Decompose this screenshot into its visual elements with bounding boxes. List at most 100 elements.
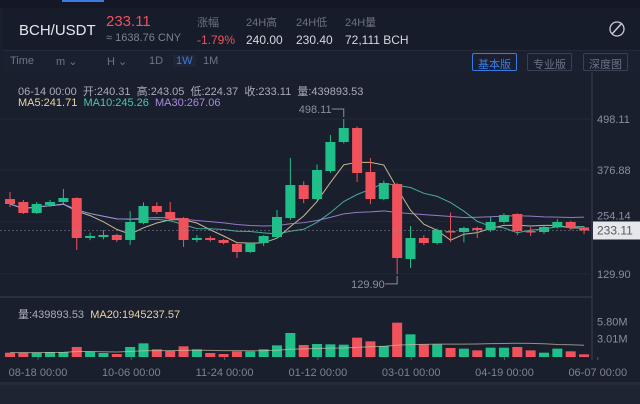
candle-down [298,185,309,200]
candle-down [352,128,363,174]
volume-bar [178,346,189,357]
candle-up [458,228,469,233]
ma10-value: MA10:245.26 [83,97,149,109]
volume-bar [218,354,229,357]
pair-name[interactable]: BCH/USDT [19,22,96,39]
candle-up [405,237,416,259]
volume-bar [445,347,456,357]
candle-down [18,202,29,213]
volume-bar [485,347,496,357]
candle-down [565,221,576,229]
volume-ma20-line [10,342,585,354]
candle-up [325,142,336,172]
volume-bar [418,344,429,357]
volume-bar [205,352,216,357]
candle-up [98,234,109,238]
volume-bar [165,351,176,357]
stat-label: 24H低 [296,17,328,29]
candle-up [191,237,202,240]
time-tick-label: 10-06 00:00 [102,367,161,379]
volume-bar [525,350,536,357]
time-tick-label: 03-01 00:00 [382,367,441,379]
volume-bar [258,349,269,357]
candle-up [539,226,549,233]
ohlc-info: 06-14 00:00 开:240.31 高:243.05 低:224.37 收… [18,83,363,99]
volume-bar [405,334,416,357]
candle-up [285,185,296,218]
minute-label: m [56,56,66,68]
volume-bar [378,345,389,357]
view-depth-button[interactable]: 深度图 [583,53,628,71]
volume-bar [245,351,256,357]
candle-down [205,237,216,240]
price-tick-label: 129.90 [597,269,631,281]
volume-bar [338,344,349,357]
stat-label: 涨幅 [197,17,219,29]
candle-down [418,237,429,243]
top-strip [0,0,640,8]
ma-legend: MA5:241.71 MA10:245.26 MA30:267.06 [18,97,220,109]
candle-up [45,202,56,205]
ticker-header: BCH/USDT 233.11 ≈ 1638.76 CNY 涨幅 -1.79% 2… [3,8,640,50]
candle-up [58,198,69,203]
candle-down [151,206,162,212]
candle-down [71,198,82,238]
volume-bar [5,352,15,357]
volume-bar [392,322,403,357]
volume-bar [138,343,149,357]
view-pro-button[interactable]: 专业版 [527,53,572,71]
candle-down [231,243,242,252]
price-tick-label: 498.11 [597,114,630,126]
interval-1d[interactable]: 1D [149,55,164,67]
volume-bar [539,352,549,357]
candle-down [178,217,189,240]
stat-volume: 24H量 72,111 BCH [345,14,409,47]
volume-bar [125,347,136,357]
min-price-label: 129.90 [351,279,385,291]
volume-bar [231,351,242,357]
candle-up [272,216,282,238]
last-price-tag [593,221,640,240]
candle-down [365,172,376,200]
volume-value: 量:439893.53 [18,309,85,321]
candle-down [392,184,403,259]
brush-icon[interactable] [608,20,626,38]
view-basic-button[interactable]: 基本版 [472,53,517,71]
axis-divider [0,382,640,385]
volume-ma20-value: MA20:1945237.57 [90,309,181,321]
candle-up [552,221,563,227]
price-tick-label: 376.88 [597,165,631,177]
interval-1m[interactable]: 1M [203,55,219,67]
min-marker [385,275,398,285]
candle-up [85,236,96,238]
candle-down [111,234,122,240]
candle-up [338,128,349,143]
price-tick-label: 254.14 [597,210,631,222]
ma5-value: MA5:241.71 [18,97,78,109]
cny-price: ≈ 1638.76 CNY [106,32,182,44]
active-tab-indicator [62,0,104,2]
interval-hour-dropdown[interactable]: H ⌄ [107,55,127,68]
kline-chart[interactable]: 498.11 376.88 254.14 129.90 5.80M 3.01M 498.11… [0,72,640,385]
candle-down [165,211,176,220]
time-tick-label: 08-18 00:00 [9,367,68,379]
volume-tick-label: 3.01M [597,334,628,346]
candle-down [218,239,229,243]
candle-down [445,230,456,233]
volume-bar [45,352,56,357]
volume-bar [365,341,376,357]
volume-bar [498,347,509,357]
interval-time[interactable]: Time [10,55,35,67]
candle-down [525,230,536,233]
info-volume: 量:439893.53 [297,86,364,98]
interval-minute-dropdown[interactable]: m ⌄ [56,55,77,68]
candle-up [31,203,42,213]
interval-1w[interactable]: 1W [173,55,196,67]
volume-bar [85,351,96,357]
volume-bar [579,354,590,357]
volume-bar [565,351,576,357]
stat-change: 涨幅 -1.79% [197,14,235,47]
volume-bar [191,349,202,357]
volume-bar [512,347,523,357]
volume-bar [151,349,162,357]
